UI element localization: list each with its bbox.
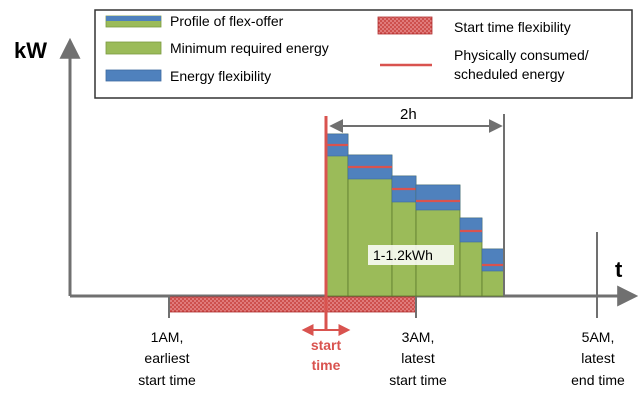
legend-label-consumed-line2: scheduled energy xyxy=(454,66,565,82)
legend-swatch-minimum xyxy=(105,41,162,55)
legend-box xyxy=(94,9,633,99)
profile-bar xyxy=(391,175,417,297)
profile-bar xyxy=(415,184,461,297)
time-label-start: start time xyxy=(311,337,342,373)
legend: Profile of flex-offer Minimum required e… xyxy=(94,9,633,99)
duration-label: 2h xyxy=(400,106,417,123)
time-label-5am-line1: 5AM, xyxy=(582,329,615,345)
time-label-1am: 1AM, earliest start time xyxy=(138,329,196,388)
profile-bar xyxy=(481,248,505,297)
profile-bar xyxy=(325,133,349,297)
time-label-3am-line3: start time xyxy=(389,372,447,388)
legend-label-minimum: Minimum required energy xyxy=(170,40,329,56)
legend-swatch-profile xyxy=(105,15,162,28)
legend-swatch-flexibility xyxy=(105,69,162,82)
legend-swatch-start-flex xyxy=(377,16,433,35)
x-axis-label: t xyxy=(615,257,623,282)
time-label-start-line2: time xyxy=(312,357,341,373)
time-label-1am-line2: earliest xyxy=(144,350,189,366)
profile-bar xyxy=(459,217,483,297)
legend-label-consumed-line1: Physically consumed/ xyxy=(454,47,589,63)
energy-label-box xyxy=(368,245,454,265)
time-label-1am-line3: start time xyxy=(138,372,196,388)
legend-label-profile: Profile of flex-offer xyxy=(170,13,284,29)
y-axis-label: kW xyxy=(14,38,47,63)
energy-label: 1-1.2kWh xyxy=(373,247,433,263)
profile-bars xyxy=(325,133,505,297)
time-label-5am: 5AM, latest end time xyxy=(571,329,625,388)
time-label-3am-line2: latest xyxy=(401,350,435,366)
time-label-5am-line3: end time xyxy=(571,372,625,388)
time-label-start-line1: start xyxy=(311,337,342,353)
time-label-3am-line1: 3AM, xyxy=(402,329,435,345)
legend-label-flexibility: Energy flexibility xyxy=(170,68,271,84)
time-label-5am-line2: latest xyxy=(581,350,615,366)
time-label-3am: 3AM, latest start time xyxy=(389,329,447,388)
start-time-flexibility-band xyxy=(168,296,417,313)
legend-label-start-flex: Start time flexibility xyxy=(454,19,571,35)
time-label-1am-line1: 1AM, xyxy=(151,329,184,345)
profile-bar xyxy=(347,154,393,297)
